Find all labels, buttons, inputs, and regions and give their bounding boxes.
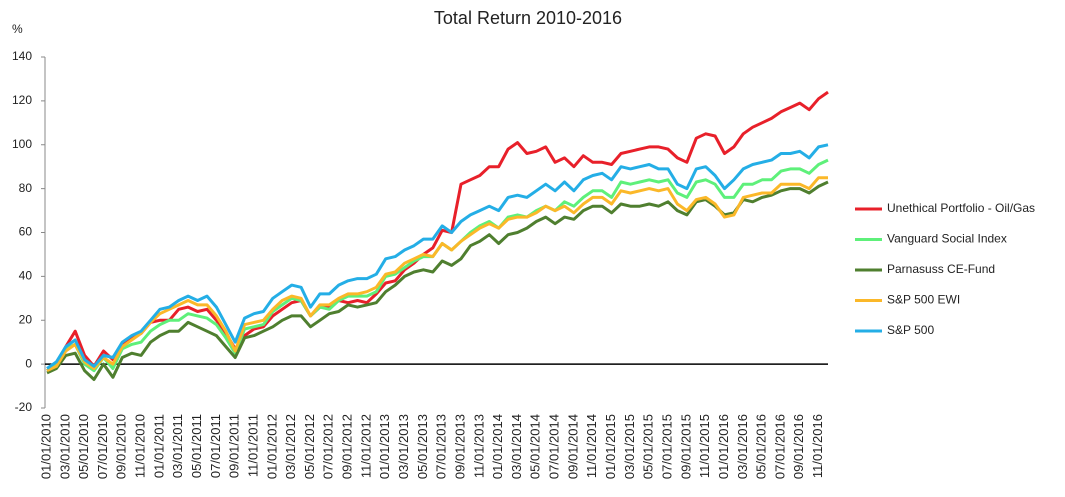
legend-label: S&P 500 EWI <box>887 293 960 307</box>
x-tick-label: 09/01/2015 <box>678 414 693 479</box>
legend-label: Unethical Portfolio - Oil/Gas <box>887 201 1035 215</box>
x-tick-label: 11/01/2014 <box>584 414 599 478</box>
x-tick-label: 11/01/2016 <box>810 414 825 478</box>
x-tick-label: 05/01/2015 <box>641 414 656 479</box>
x-tick-label: 01/01/2012 <box>264 414 279 479</box>
x-tick-label: 05/01/2013 <box>415 414 430 479</box>
x-tick-label: 05/01/2011 <box>189 414 204 478</box>
y-axis-label: % <box>12 22 23 36</box>
x-tick-label: 01/01/2010 <box>38 414 53 479</box>
x-tick-label: 11/01/2012 <box>358 414 373 478</box>
series-line <box>46 90 829 372</box>
y-tick-label: 0 <box>25 356 32 370</box>
x-tick-label: 07/01/2014 <box>547 414 562 479</box>
x-tick-label: 03/01/2011 <box>170 414 185 478</box>
series-line <box>46 143 829 370</box>
series-line <box>46 176 828 373</box>
y-tick-label: 40 <box>19 269 33 283</box>
x-tick-label: 09/01/2012 <box>340 414 355 479</box>
x-tick-label: 11/01/2010 <box>133 414 148 478</box>
y-tick-label: 80 <box>19 181 33 195</box>
x-tick-label: 05/01/2010 <box>76 414 91 479</box>
x-tick-label: 01/01/2013 <box>377 414 392 479</box>
x-tick-label: 07/01/2013 <box>434 414 449 479</box>
x-tick-label: 03/01/2010 <box>57 414 72 479</box>
x-tick-label: 07/01/2012 <box>321 414 336 479</box>
x-tick-label: 11/01/2015 <box>697 414 712 478</box>
x-tick-label: 01/01/2015 <box>603 414 618 479</box>
x-tick-label: 03/01/2015 <box>622 414 637 479</box>
legend-label: Vanguard Social Index <box>887 232 1007 246</box>
x-tick-label: 03/01/2016 <box>735 414 750 479</box>
x-tick-label: 05/01/2012 <box>302 414 317 479</box>
x-tick-label: 07/01/2016 <box>772 414 787 479</box>
x-tick-label: 03/01/2014 <box>509 414 524 479</box>
legend-label: S&P 500 <box>887 323 934 337</box>
x-tick-label: 09/01/2010 <box>114 414 129 479</box>
x-tick-label: 11/01/2013 <box>471 414 486 478</box>
legend-label: Parnasuss CE-Fund <box>887 262 995 276</box>
x-tick-label: 09/01/2013 <box>452 414 467 479</box>
y-tick-label: 100 <box>12 137 32 151</box>
y-tick-label: 140 <box>12 49 32 63</box>
series-line <box>46 180 829 381</box>
x-tick-label: 05/01/2014 <box>528 414 543 479</box>
x-tick-label: 07/01/2011 <box>208 414 223 478</box>
chart-title: Total Return 2010-2016 <box>434 8 622 28</box>
x-tick-label: 09/01/2011 <box>227 414 242 478</box>
x-tick-label: 11/01/2011 <box>245 414 260 477</box>
x-tick-label: 05/01/2016 <box>754 414 769 479</box>
y-tick-label: -20 <box>15 400 33 414</box>
x-tick-label: 07/01/2015 <box>659 414 674 479</box>
x-tick-label: 07/01/2010 <box>95 414 110 479</box>
x-tick-label: 03/01/2013 <box>396 414 411 479</box>
y-tick-label: 120 <box>12 93 32 107</box>
x-tick-label: 03/01/2012 <box>283 414 298 479</box>
x-tick-label: 09/01/2014 <box>565 414 580 479</box>
y-tick-label: 20 <box>19 312 33 326</box>
x-tick-label: 09/01/2016 <box>791 414 806 479</box>
x-tick-label: 01/01/2016 <box>716 414 731 479</box>
y-tick-label: 60 <box>19 225 33 239</box>
x-tick-label: 01/01/2011 <box>151 414 166 478</box>
x-tick-label: 01/01/2014 <box>490 414 505 479</box>
